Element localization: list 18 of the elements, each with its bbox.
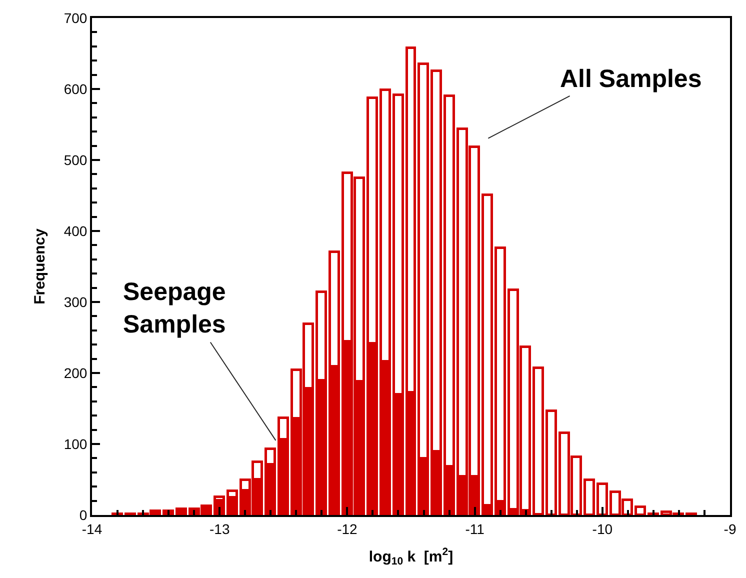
y-tick-label: 200: [64, 364, 88, 381]
x-axis-title: log$_{10}$ k [m$^{2}$]: [368, 546, 454, 568]
y-tick-label: 0: [79, 506, 88, 523]
y-tick-label: 400: [64, 222, 88, 239]
y-tick-label: 600: [64, 80, 88, 97]
x-tick-label: -12: [337, 520, 358, 537]
x-tick-label: -14: [82, 520, 102, 537]
y-tick-label: 700: [64, 10, 88, 26]
y-axis-title: Frequency: [32, 228, 49, 304]
y-tick-label: 100: [64, 436, 88, 452]
annotation: Seepage Samples: [123, 278, 226, 338]
x-tick-label: -9: [724, 520, 736, 537]
annotation: All Samples: [560, 65, 702, 93]
x-tick-label: -13: [209, 520, 230, 537]
y-tick-label: 300: [64, 294, 88, 310]
y-tick-label: 500: [64, 152, 88, 168]
x-tick-label: -11: [465, 520, 485, 537]
x-tick-label: -10: [592, 520, 613, 537]
